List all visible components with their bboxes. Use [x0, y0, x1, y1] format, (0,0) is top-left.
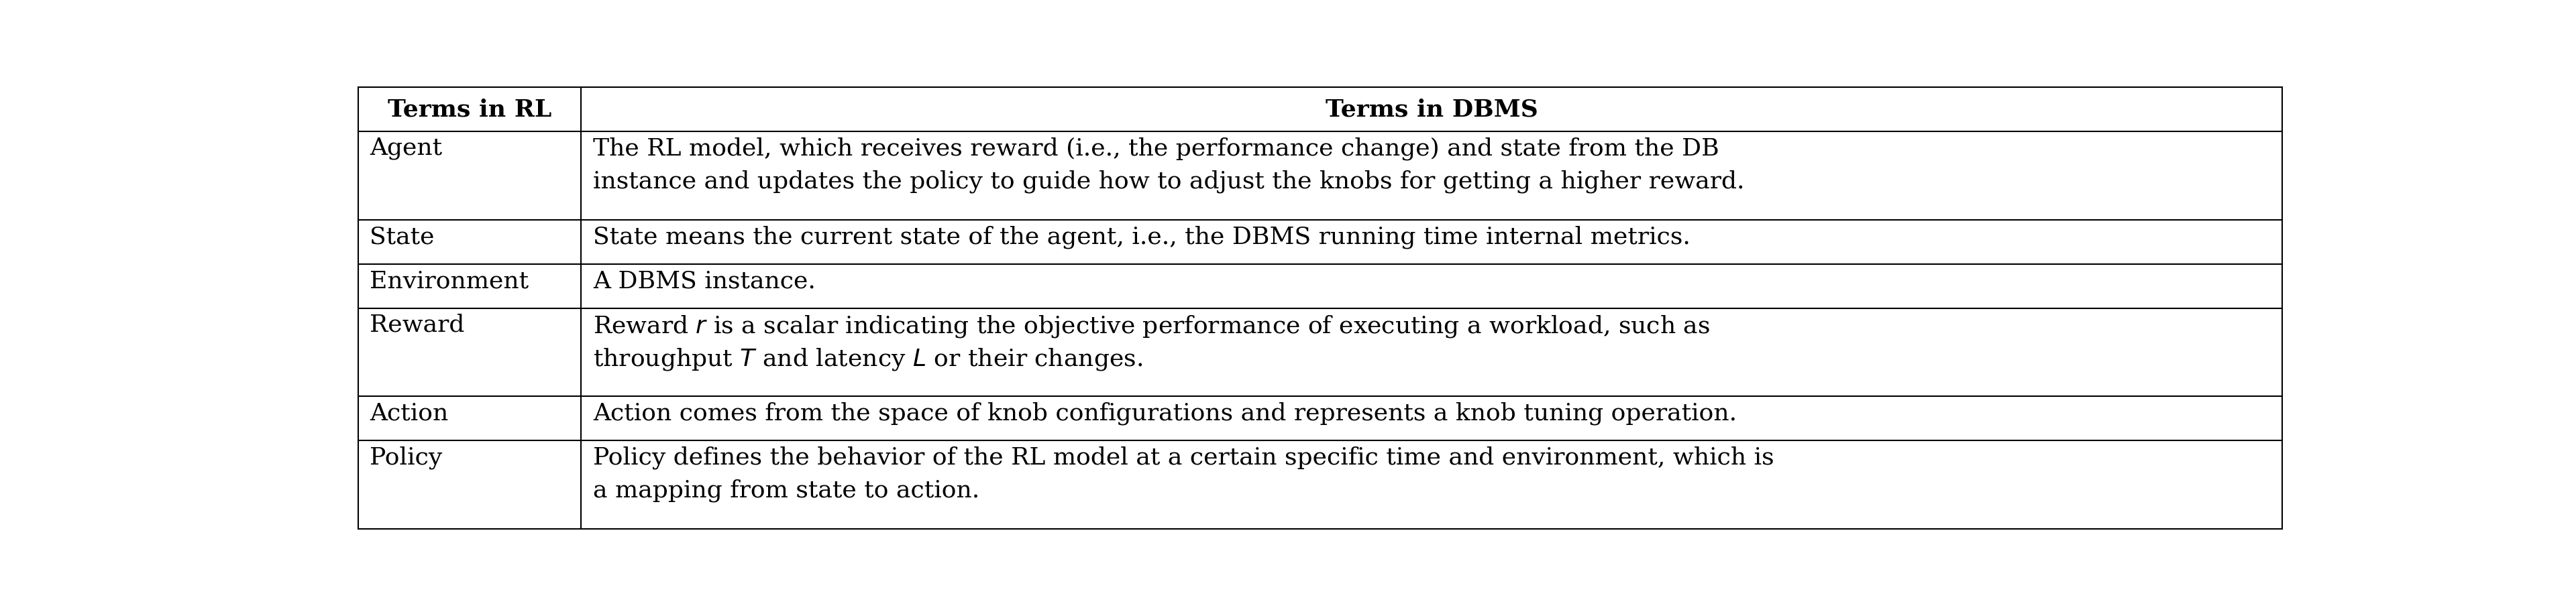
- Text: a mapping from state to action.: a mapping from state to action.: [592, 479, 979, 503]
- Text: State: State: [371, 225, 435, 248]
- Text: Policy: Policy: [371, 446, 443, 469]
- Text: Terms in DBMS: Terms in DBMS: [1327, 98, 1538, 121]
- Text: The RL model, which receives reward (i.e., the performance change) and state fro: The RL model, which receives reward (i.e…: [592, 137, 1718, 160]
- Text: A DBMS instance.: A DBMS instance.: [592, 270, 817, 292]
- Text: Reward $r$ is a scalar indicating the objective performance of executing a workl: Reward $r$ is a scalar indicating the ob…: [592, 314, 1710, 339]
- Text: State means the current state of the agent, i.e., the DBMS running time internal: State means the current state of the age…: [592, 225, 1690, 248]
- Text: throughput $T$ and latency $L$ or their changes.: throughput $T$ and latency $L$ or their …: [592, 347, 1144, 372]
- Text: Reward: Reward: [371, 314, 464, 337]
- Text: Policy defines the behavior of the RL model at a certain specific time and envir: Policy defines the behavior of the RL mo…: [592, 446, 1775, 469]
- Text: Action comes from the space of knob configurations and represents a knob tuning : Action comes from the space of knob conf…: [592, 402, 1736, 425]
- Text: Agent: Agent: [371, 137, 443, 160]
- Text: instance and updates the policy to guide how to adjust the knobs for getting a h: instance and updates the policy to guide…: [592, 170, 1744, 193]
- Text: Action: Action: [371, 402, 448, 425]
- Text: Environment: Environment: [371, 270, 528, 292]
- Text: Terms in RL: Terms in RL: [386, 98, 551, 121]
